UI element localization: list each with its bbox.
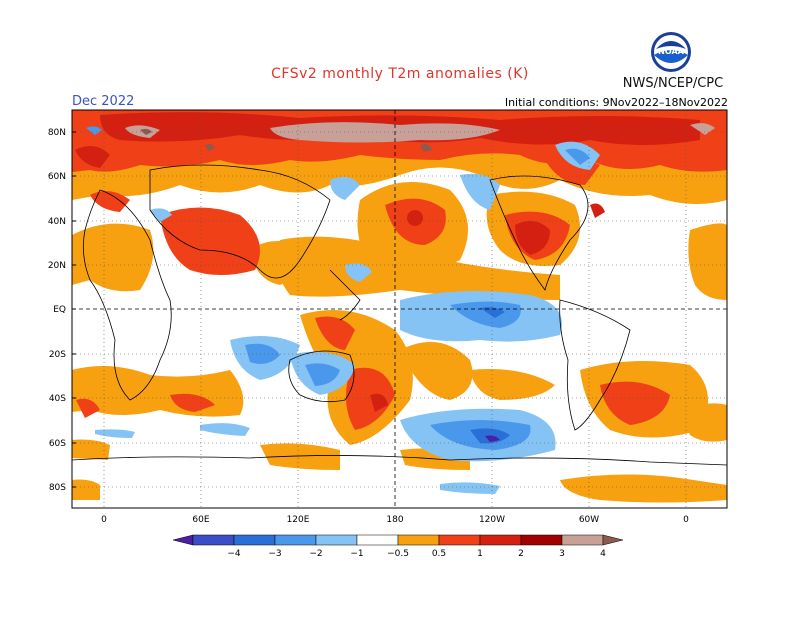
lon-label: 60E [192,515,209,525]
longitude-labels: 0 60E 120E 180 120W 60W 0 [101,515,689,525]
lon-label: 120E [287,515,310,525]
noaa-logo: NOAA [651,32,691,72]
lat-label: 20S [49,350,66,360]
colorbar-label: −1 [350,549,363,559]
colorbar-label: 3 [559,549,565,559]
cool-anomaly-3 [485,435,500,442]
colorbar-label: 4 [600,549,606,559]
lat-label: 20N [48,261,66,271]
logo-text: NOAA [658,47,684,56]
colorbar-segment [602,534,624,546]
colorbar-label: −2 [309,549,322,559]
organization-label: NWS/NCEP/CPC [622,76,724,91]
colorbar-segment [397,534,440,546]
lat-label: 40N [48,217,66,227]
lat-label: 60S [49,439,66,449]
lat-label: 40S [49,394,66,404]
colorbar-label: 1 [477,549,483,559]
colorbar-label: −4 [227,549,241,559]
map-title: CFSv2 monthly T2m anomalies (K) [271,66,529,82]
warm-anomaly-4-plus [140,128,432,152]
colorbar-label: −0.5 [387,549,409,559]
lon-label: 0 [683,515,689,525]
lon-label: 0 [101,515,107,525]
colorbar-segment [274,534,317,546]
lat-label: 80S [49,483,66,493]
lon-label: 120W [479,515,505,525]
anomaly-field [72,110,727,508]
colorbar-segment [233,534,276,546]
colorbar-segment [315,534,358,546]
lat-ticks [72,131,76,488]
colorbar-segment [172,534,194,546]
colorbar: −4 −3 −2 −1 −0.5 0.5 1 2 3 4 [172,534,624,559]
lat-label: 80N [48,128,66,138]
colorbar-segment [438,534,481,546]
colorbar-segment [356,534,399,546]
colorbar-segment [479,534,522,546]
colorbar-segment [520,534,563,546]
lat-label: 60N [48,172,66,182]
initial-conditions: Initial conditions: 9Nov2022–18Nov2022 [504,96,728,109]
cool-anomaly-1 [86,126,590,450]
colorbar-label: −3 [268,549,281,559]
colorbar-label: 0.5 [432,549,446,559]
colorbar-label: 2 [518,549,524,559]
coastlines [72,164,727,466]
lon-label: 60W [579,515,599,525]
lon-label: 180 [386,515,403,525]
latitude-labels: 80N 60N 40N 20N EQ 20S 40S 60S 80S [48,128,66,493]
colorbar-segment [192,534,235,546]
forecast-period: Dec 2022 [72,94,135,109]
colorbar-segment [561,534,604,546]
lat-label: EQ [53,305,66,315]
